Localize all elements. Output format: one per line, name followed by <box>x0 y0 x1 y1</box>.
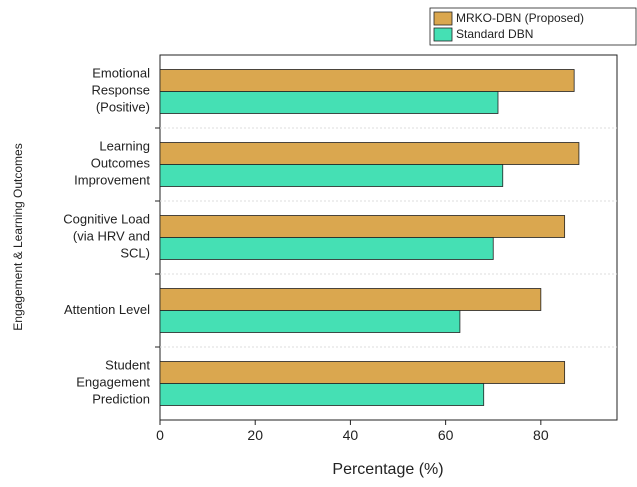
bar <box>159 237 494 260</box>
x-axis-label: Percentage (%) <box>332 461 443 478</box>
x-tick-label: 0 <box>156 427 164 443</box>
bar <box>159 383 485 406</box>
y-tick-label: Cognitive Load (via HRV and SCL) <box>63 212 150 261</box>
legend-swatch <box>433 27 453 42</box>
bar <box>159 142 580 165</box>
bar <box>159 310 461 333</box>
y-tick-label: Emotional Response (Positive) <box>91 66 150 115</box>
bar <box>159 361 566 384</box>
legend-swatch <box>433 11 453 26</box>
legend-label: MRKO-DBN (Proposed) <box>456 11 584 25</box>
bar <box>159 215 566 238</box>
x-tick-label: 80 <box>533 427 549 443</box>
bar <box>159 288 542 311</box>
y-tick-label: Student Engagement Prediction <box>76 358 150 407</box>
legend-label: Standard DBN <box>456 27 533 41</box>
y-tick-label: Attention Level <box>64 302 150 317</box>
bar <box>159 164 504 187</box>
x-tick-label: 60 <box>438 427 454 443</box>
legend-box <box>429 7 637 46</box>
y-tick-label: Learning Outcomes Improvement <box>74 139 150 188</box>
x-tick-label: 40 <box>343 427 359 443</box>
x-tick-label: 20 <box>247 427 263 443</box>
y-axis-label: Engagement & Learning Outcomes <box>11 143 25 330</box>
bar <box>159 69 575 92</box>
bar <box>159 91 499 114</box>
